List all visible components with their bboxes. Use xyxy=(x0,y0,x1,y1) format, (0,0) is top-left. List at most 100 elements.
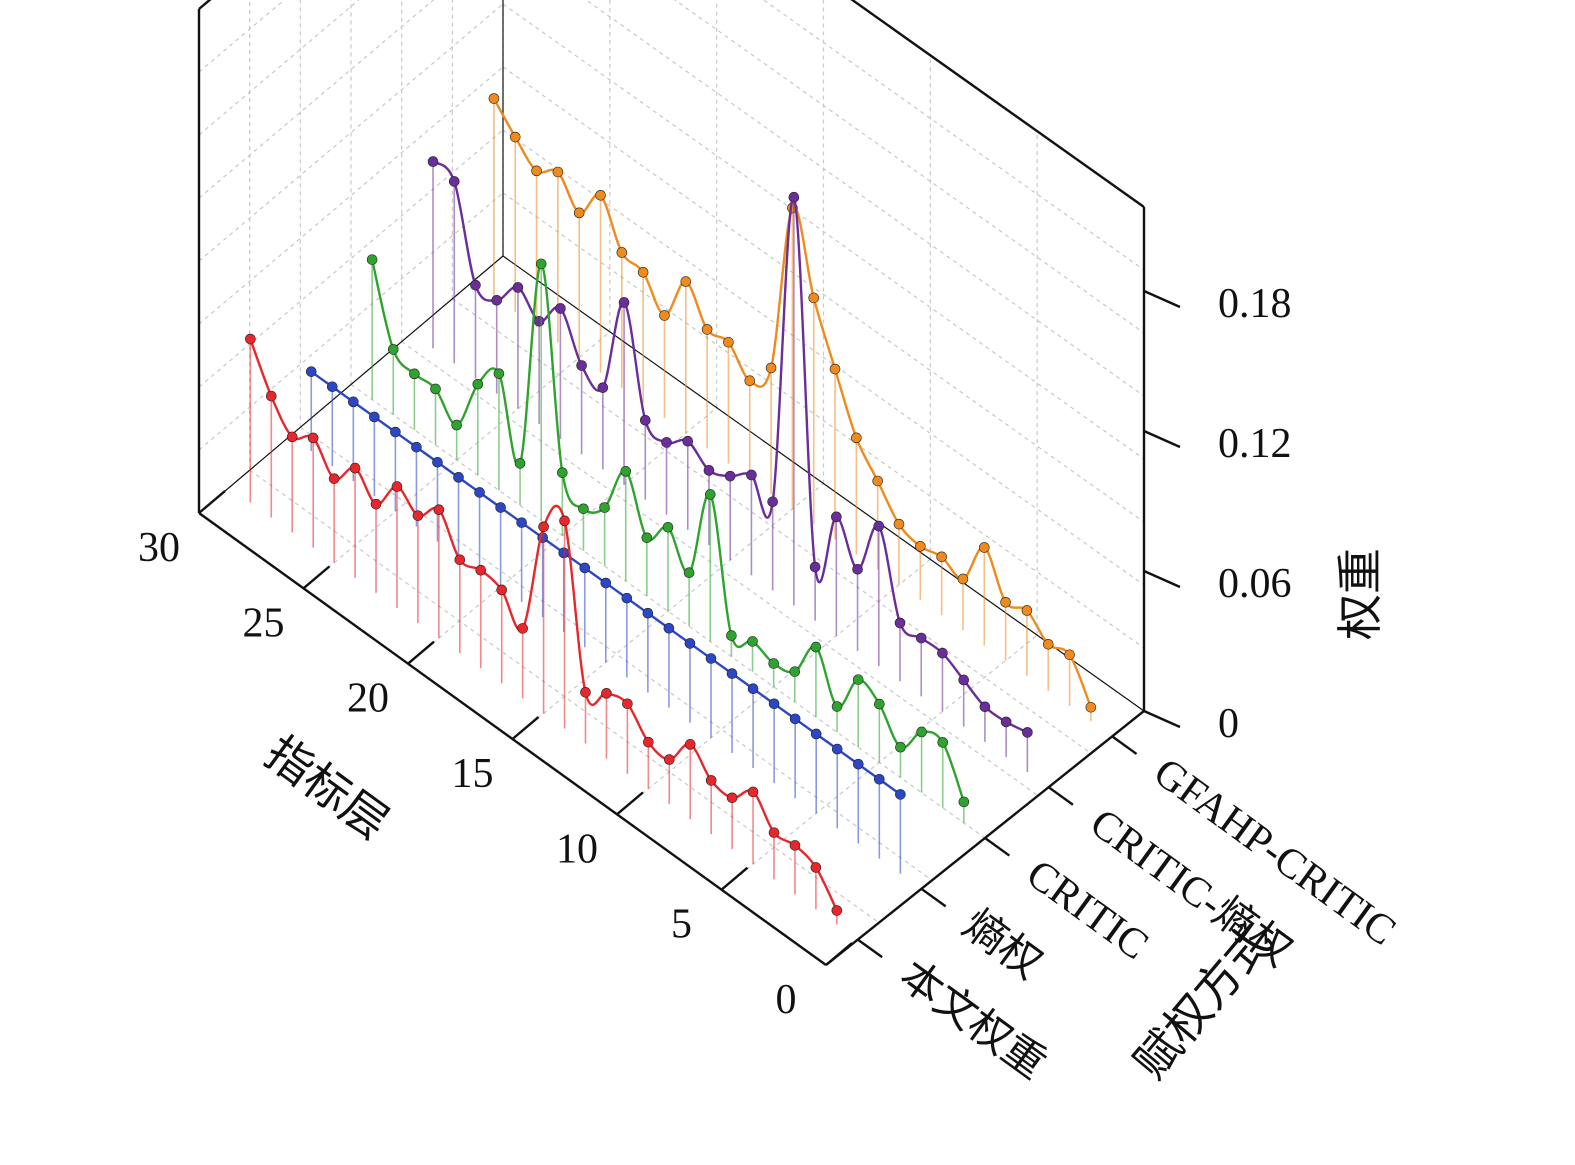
data-point xyxy=(349,462,361,474)
data-point xyxy=(829,363,841,375)
data-point xyxy=(601,688,612,699)
data-point xyxy=(535,258,547,270)
x-tick-mark xyxy=(511,716,540,740)
data-point xyxy=(305,366,317,377)
data-point xyxy=(831,905,843,916)
data-point xyxy=(390,426,401,438)
data-point xyxy=(1064,649,1075,661)
data-point xyxy=(831,511,842,523)
data-point xyxy=(895,789,906,800)
data-point xyxy=(895,741,906,753)
data-point xyxy=(639,414,651,426)
data-point xyxy=(705,775,717,786)
data-point xyxy=(555,303,566,314)
data-point xyxy=(978,542,990,553)
data-point xyxy=(369,411,380,423)
data-point xyxy=(453,472,464,483)
data-point xyxy=(552,166,564,178)
frame-edge xyxy=(850,0,1145,208)
data-point xyxy=(557,467,568,478)
x-axis-title: 指标层 xyxy=(256,725,399,850)
data-point xyxy=(491,295,503,306)
data-point xyxy=(851,432,862,444)
data-point xyxy=(474,487,485,498)
z-tick-label: 0.18 xyxy=(1218,281,1292,327)
data-point xyxy=(517,623,528,634)
data-point xyxy=(662,521,674,533)
data-point xyxy=(723,336,734,348)
data-point xyxy=(370,498,382,510)
x-tick-mark xyxy=(407,640,435,665)
x-tick-mark xyxy=(825,942,853,966)
data-point xyxy=(470,279,481,291)
data-point xyxy=(663,623,675,634)
data-point xyxy=(1042,638,1054,650)
data-point xyxy=(533,315,545,327)
data-point xyxy=(874,698,885,710)
data-point xyxy=(618,297,630,308)
data-point xyxy=(412,510,424,521)
data-point xyxy=(872,475,883,487)
data-point xyxy=(680,276,692,287)
data-point xyxy=(427,156,439,167)
data-point xyxy=(328,473,340,484)
data-point xyxy=(873,520,885,532)
x-tick-label: 0 xyxy=(776,977,797,1023)
data-point xyxy=(576,360,587,371)
data-point xyxy=(874,773,885,785)
series-4 xyxy=(488,93,1097,722)
y-tick-mark xyxy=(1111,735,1138,755)
data-point xyxy=(765,362,777,374)
data-point xyxy=(659,310,670,321)
data-point xyxy=(597,382,609,393)
data-point xyxy=(726,792,738,804)
data-point xyxy=(496,584,508,596)
data-point xyxy=(366,254,378,265)
data-point xyxy=(387,344,399,355)
y-tick-mark xyxy=(984,837,1011,857)
data-point xyxy=(1021,605,1033,616)
data-point xyxy=(558,547,570,559)
data-point xyxy=(915,632,927,644)
data-point xyxy=(620,466,632,477)
data-point xyxy=(448,176,460,187)
z-axis-title: 权重 xyxy=(1333,548,1387,640)
y-tick-mark xyxy=(920,887,947,908)
data-point xyxy=(516,517,527,528)
data-point xyxy=(579,562,591,574)
data-point xyxy=(643,736,654,748)
data-point xyxy=(326,381,338,393)
data-point xyxy=(809,561,821,573)
z-tick-label: 0.12 xyxy=(1218,421,1292,467)
y-tick-mark xyxy=(1047,786,1074,806)
grid-line xyxy=(451,298,1092,754)
data-point xyxy=(808,292,820,304)
data-point xyxy=(767,496,778,508)
x-tick-mark xyxy=(302,565,331,590)
data-point xyxy=(810,862,822,873)
data-point xyxy=(852,674,864,685)
data-point xyxy=(683,567,695,579)
data-point xyxy=(979,701,991,713)
data-point xyxy=(265,390,277,402)
data-point xyxy=(937,647,948,659)
data-point xyxy=(599,502,610,513)
y-tick-mark xyxy=(857,938,883,959)
data-point xyxy=(411,441,422,453)
data-point xyxy=(810,641,822,653)
data-point xyxy=(684,739,696,750)
data-point xyxy=(430,383,441,395)
data-point xyxy=(936,551,947,563)
data-point xyxy=(1000,596,1011,608)
data-point xyxy=(391,481,403,492)
data-point xyxy=(512,282,524,293)
grid-line xyxy=(502,66,1145,523)
data-point xyxy=(616,247,628,258)
data-point xyxy=(495,502,506,513)
data-point xyxy=(831,701,843,712)
grid-line xyxy=(502,192,1145,649)
data-point xyxy=(724,470,736,482)
data-point xyxy=(703,465,715,476)
data-point xyxy=(705,653,717,664)
data-point xyxy=(788,191,800,203)
